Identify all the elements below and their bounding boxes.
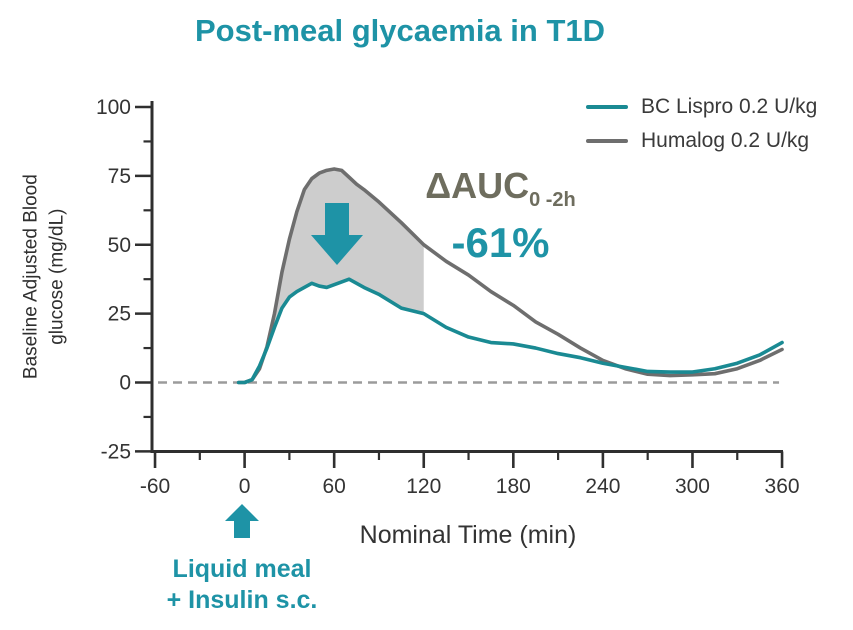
x-tick-label: 60 <box>322 475 345 498</box>
y-axis-title-line2: glucose (mg/dL) <box>46 208 67 345</box>
auc-down-arrow-icon <box>311 203 363 265</box>
x-axis-title: Nominal Time (min) <box>359 521 577 549</box>
y-axis-title-line1: Baseline Adjusted Blood <box>20 174 42 380</box>
auc-subscript: 0 -2h <box>529 189 576 212</box>
y-tick-label: 0 <box>119 372 131 395</box>
meal-up-arrow-icon <box>225 504 259 538</box>
x-tick-label: 180 <box>496 475 531 498</box>
series-line-bc-lispro <box>236 277 784 385</box>
y-tick-label: 75 <box>108 165 131 188</box>
legend-item-humalog: Humalog 0.2 U/kg <box>586 124 817 158</box>
x-tick-label: 240 <box>585 475 620 498</box>
auc-annotation: ΔAUC0 -2h -61% <box>398 166 603 266</box>
auc-annotation-value: -61% <box>451 219 550 267</box>
auc-shaded-region <box>244 168 424 383</box>
y-tick-label: -25 <box>101 440 131 463</box>
meal-annotation-line2: + Insulin s.c. <box>166 586 318 615</box>
legend: BC Lispro 0.2 U/kg Humalog 0.2 U/kg <box>586 90 817 158</box>
meal-annotation-line1: Liquid meal <box>172 555 312 583</box>
y-axis-title: Baseline Adjusted Blood glucose (mg/dL) <box>18 107 69 447</box>
x-tick-label: 360 <box>765 475 800 498</box>
auc-annotation-label: ΔAUC0 -2h <box>398 166 603 220</box>
y-tick-label: 50 <box>108 234 131 257</box>
y-tick-label: 100 <box>96 96 131 119</box>
x-tick-label: 0 <box>239 475 251 498</box>
x-tick-label: 120 <box>406 475 441 498</box>
x-tick-label: -60 <box>140 475 170 498</box>
legend-label-bc-lispro: BC Lispro 0.2 U/kg <box>641 95 818 118</box>
y-tick-label: 25 <box>108 303 131 326</box>
legend-item-bc-lispro: BC Lispro 0.2 U/kg <box>586 90 817 124</box>
legend-label-humalog: Humalog 0.2 U/kg <box>641 129 810 152</box>
auc-delta-text: ΔAUC <box>425 165 530 206</box>
series-line-humalog <box>236 167 784 385</box>
meal-annotation: Liquid meal + Insulin s.c. <box>122 554 362 617</box>
legend-swatch-gray-line <box>586 139 628 143</box>
page-title: Post-meal glycaemia in T1D <box>194 13 606 48</box>
legend-swatch-teal-line <box>586 105 628 109</box>
x-tick-label: 300 <box>675 475 710 498</box>
